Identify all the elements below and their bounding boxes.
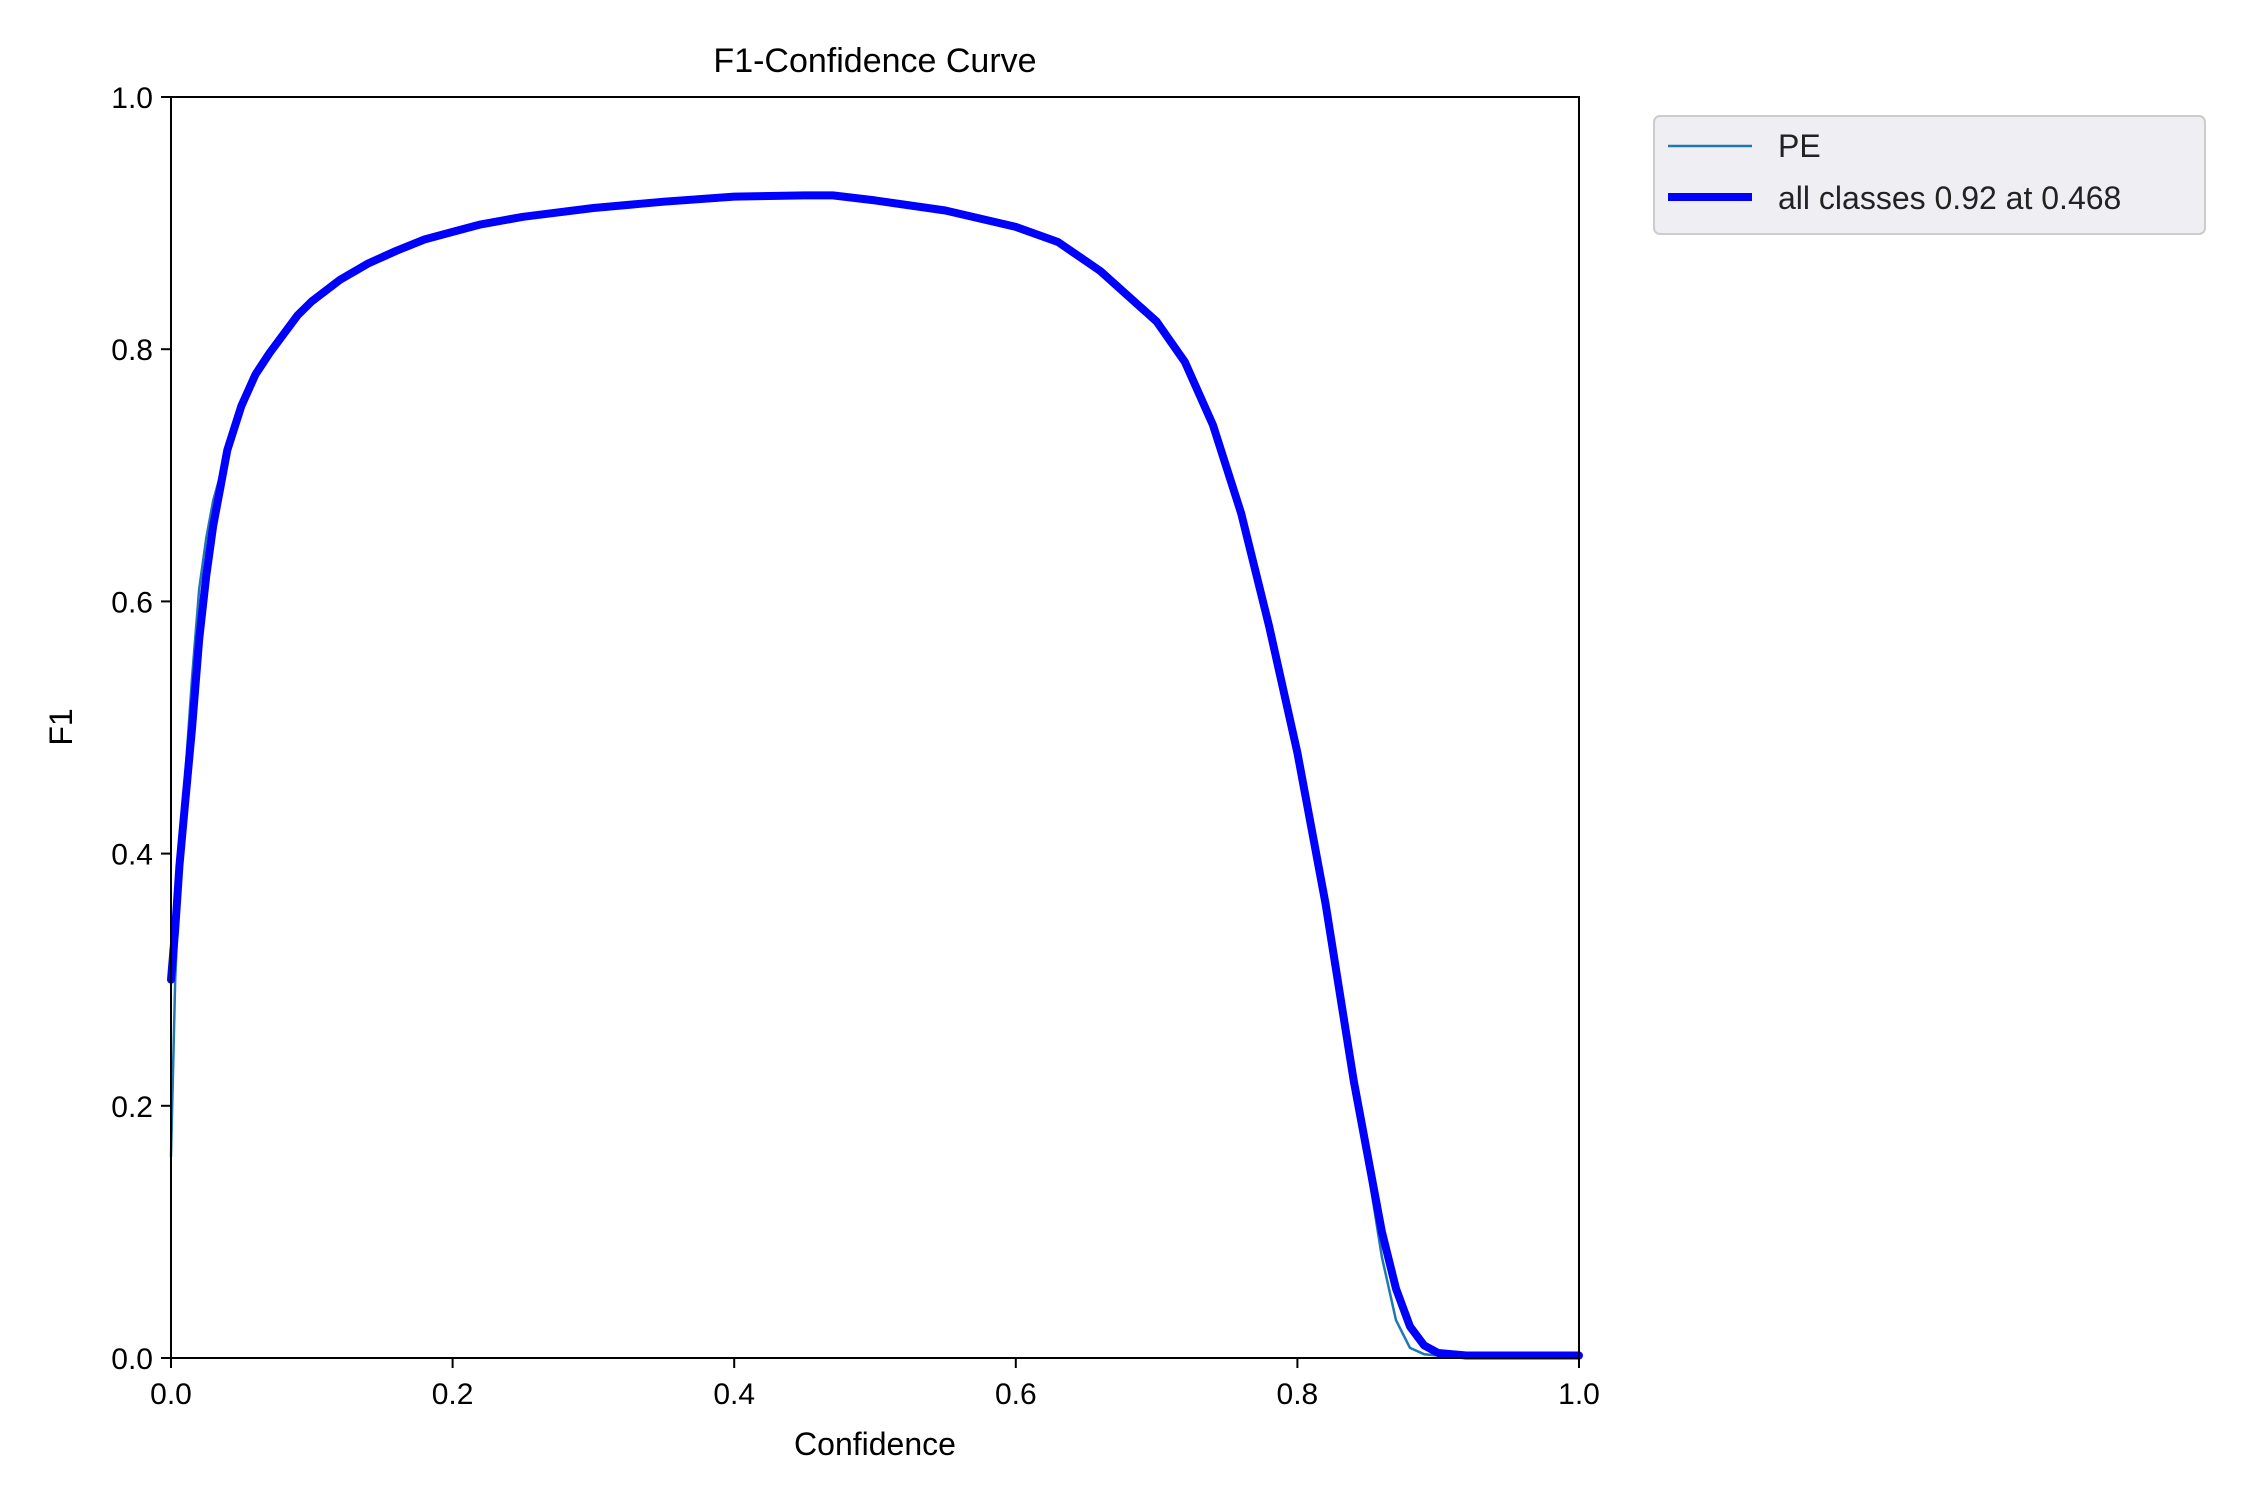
x-tick-label: 0.6 (995, 1378, 1037, 1411)
x-tick-label: 0.2 (432, 1378, 474, 1411)
y-tick-label: 0.8 (111, 334, 153, 367)
y-axis-title: F1 (43, 708, 79, 745)
y-tick-label: 0.2 (111, 1091, 153, 1124)
x-tick-label: 0.0 (150, 1378, 192, 1411)
series-line-all-classes (167, 191, 1583, 1360)
series-line-pe (169, 194, 1581, 1357)
x-tick-label: 1.0 (1558, 1378, 1600, 1411)
chart-title: F1-Confidence Curve (713, 42, 1036, 80)
x-axis-title: Confidence (794, 1426, 956, 1462)
x-tick-label: 0.8 (1277, 1378, 1319, 1411)
series-layer (167, 191, 1583, 1360)
y-tick-label: 0.6 (111, 586, 153, 619)
plot-frame (170, 96, 1580, 1359)
legend: PE all classes 0.92 at 0.468 (1653, 115, 2206, 235)
y-tick-label: 1.0 (111, 82, 153, 115)
legend-label-all-classes: all classes 0.92 at 0.468 (1778, 180, 2121, 216)
x-tick-label: 0.4 (713, 1378, 755, 1411)
y-tick-label: 0.0 (111, 1343, 153, 1376)
ticks-layer: 0.0 0.2 0.4 0.6 0.8 1.0 0.0 0.2 0.4 0.6 0.8 1.0 (111, 82, 1600, 1411)
legend-box (1653, 115, 2206, 235)
legend-label-pe: PE (1778, 128, 1821, 164)
y-tick-label: 0.4 (111, 839, 153, 872)
